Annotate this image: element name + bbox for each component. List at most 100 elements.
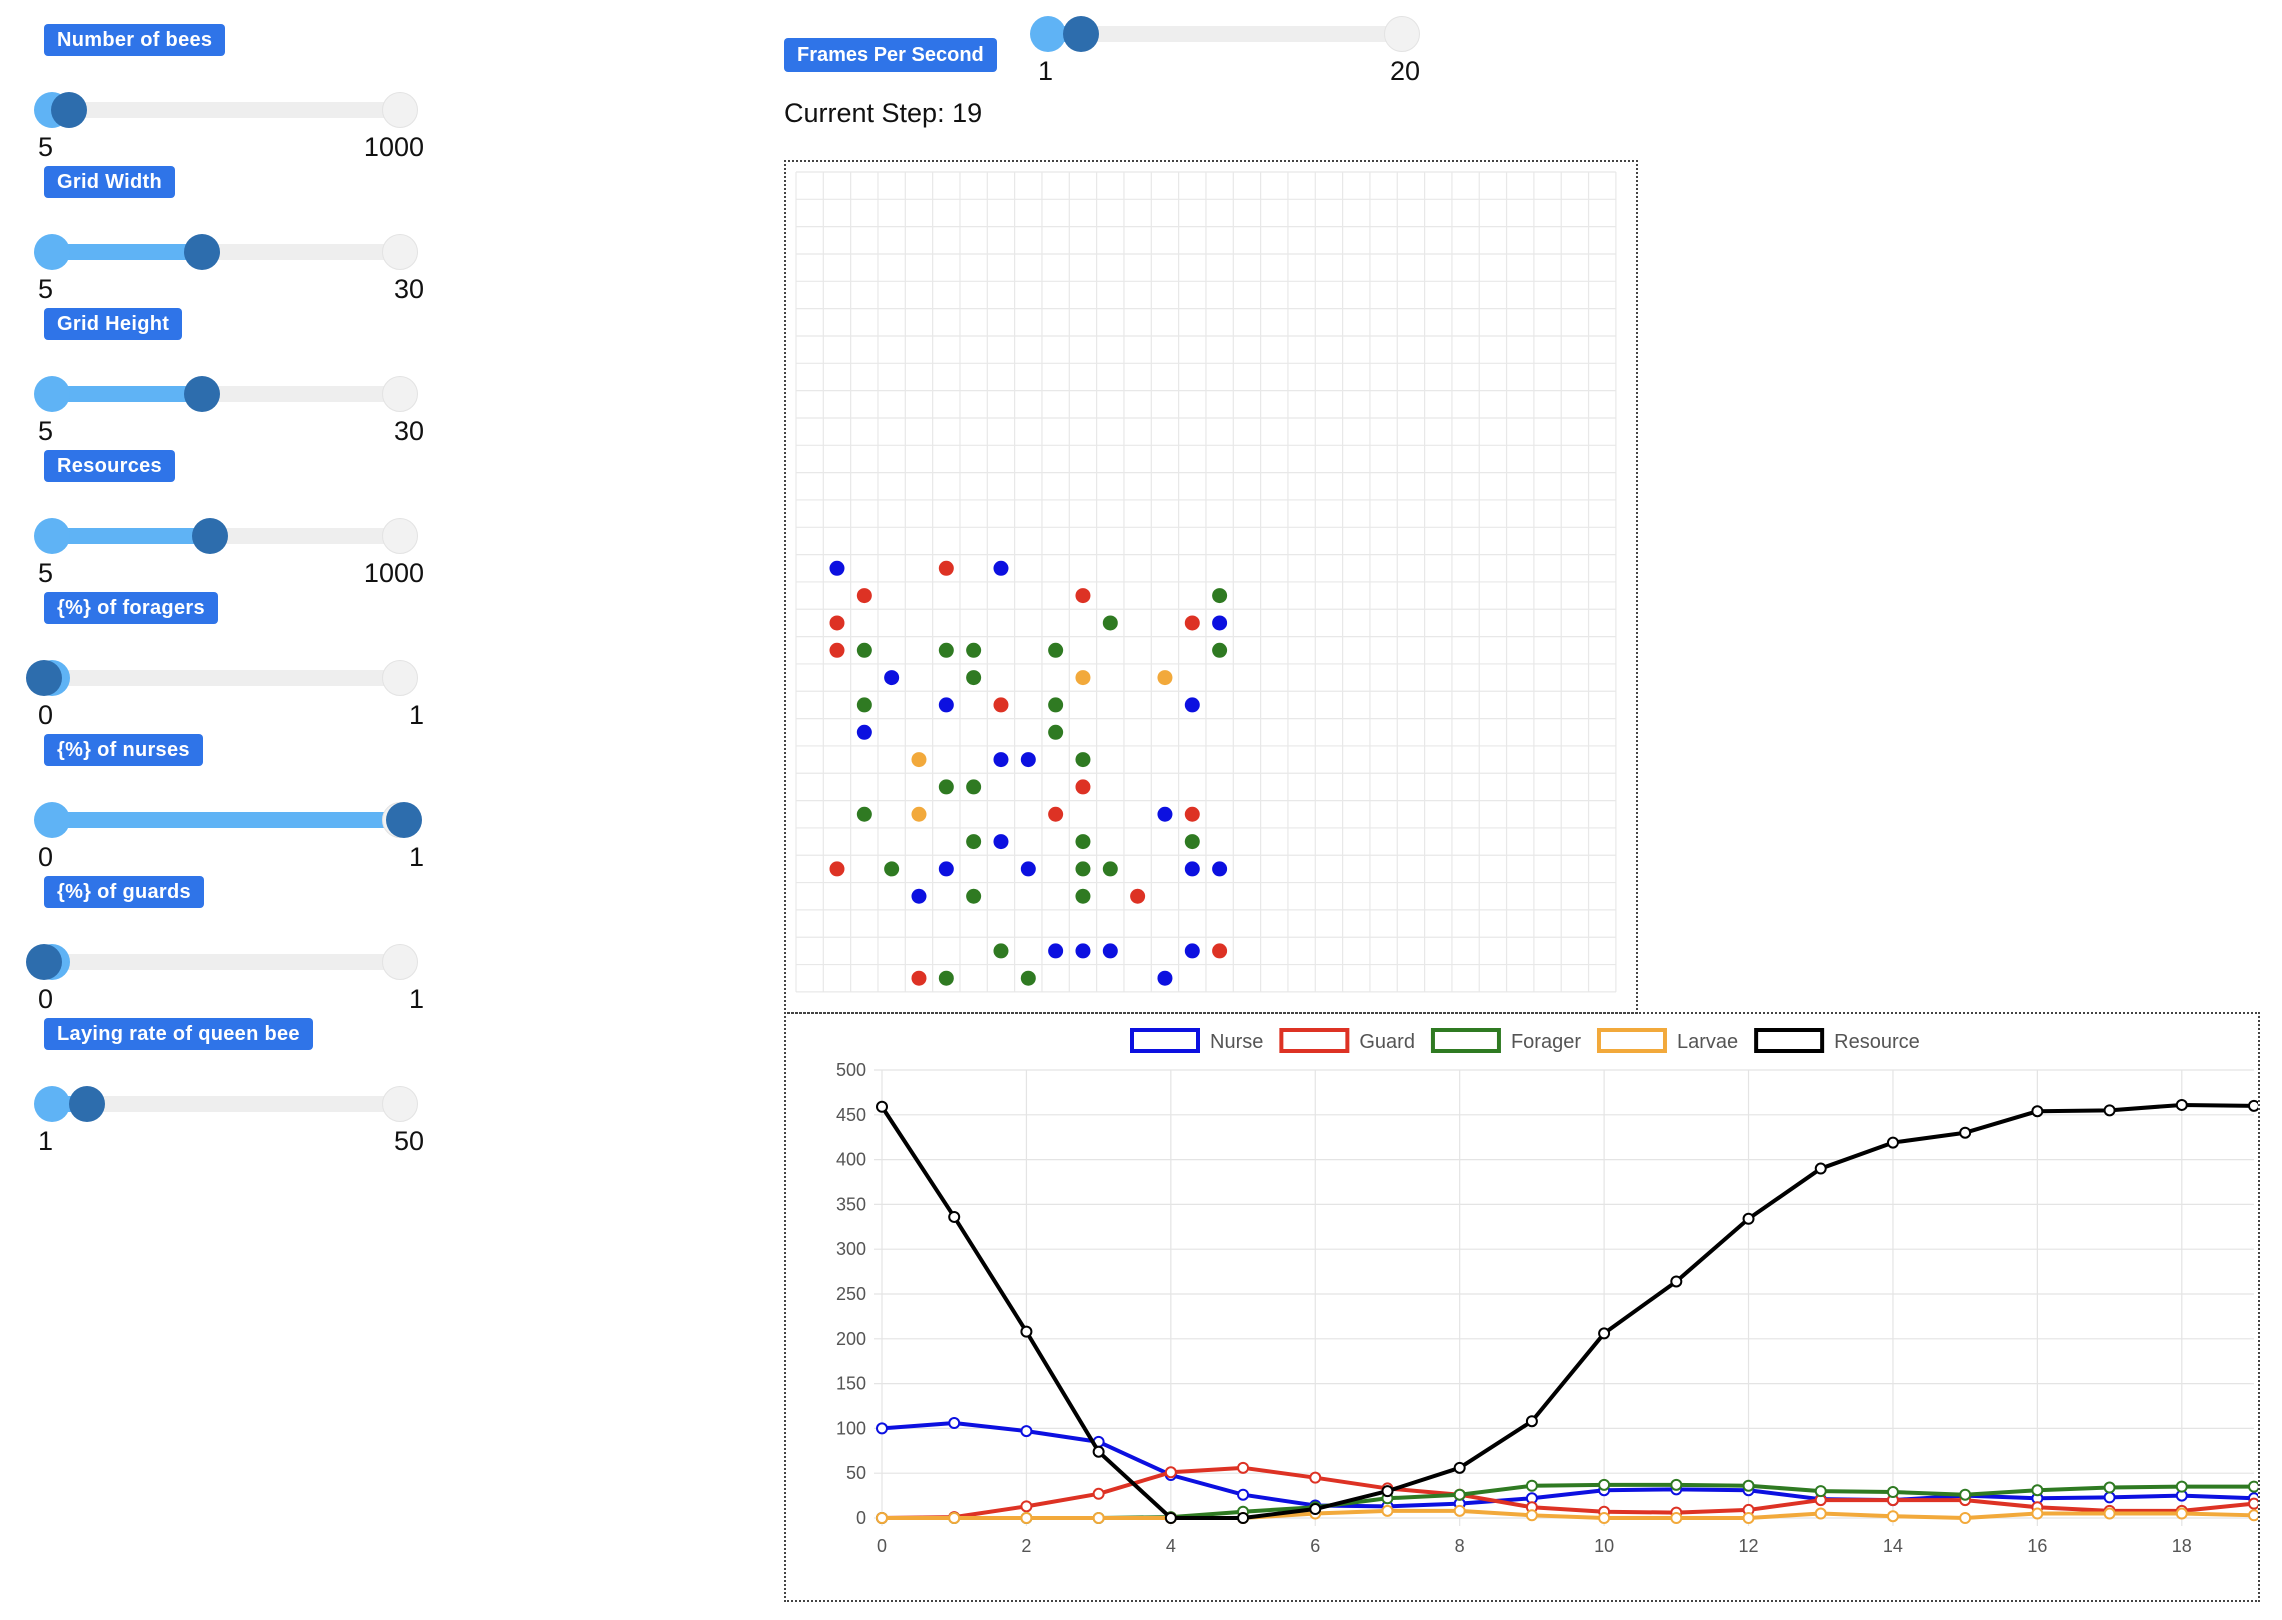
- x-tick-label: 16: [2027, 1536, 2047, 1556]
- bee-guard: [829, 615, 845, 631]
- bee-nurse: [1157, 806, 1173, 822]
- x-tick-label: 6: [1310, 1536, 1320, 1556]
- bee-forager: [966, 888, 982, 904]
- bee-forager: [1048, 697, 1064, 713]
- bee-guard: [993, 697, 1009, 713]
- param-height-slider-fill: [44, 386, 203, 402]
- param-width-slider[interactable]: [34, 234, 418, 270]
- data-point-resource: [2103, 1104, 2116, 1117]
- param-bees-max: 1000: [363, 132, 424, 162]
- data-point-forager: [1814, 1485, 1827, 1498]
- param-forag-min: 0: [38, 700, 54, 730]
- bee-larvae: [911, 752, 927, 768]
- param-nurse-slider-handle[interactable]: [386, 802, 422, 838]
- param-nurse-max: 1: [408, 842, 424, 872]
- data-point-larvae: [2103, 1507, 2116, 1520]
- param-width-max: 30: [393, 274, 424, 304]
- bee-nurse: [829, 560, 845, 576]
- data-point-nurse: [948, 1417, 961, 1430]
- fps-max-label: 20: [1390, 56, 1421, 86]
- param-laying-slider-max-marker: [382, 1086, 418, 1122]
- y-tick-label: 100: [836, 1418, 866, 1438]
- bee-nurse: [1184, 861, 1200, 877]
- bee-forager: [1184, 834, 1200, 850]
- param-laying-slider[interactable]: [34, 1086, 418, 1122]
- param-res-slider[interactable]: [34, 518, 418, 554]
- param-width-label: Grid Width: [44, 166, 176, 198]
- param-height-slider-handle[interactable]: [184, 376, 221, 412]
- bee-guard: [829, 642, 845, 658]
- data-point-guard: [1092, 1487, 1105, 1500]
- param-guard-label: {%} of guards: [44, 876, 204, 908]
- bee-forager: [1102, 861, 1118, 877]
- param-guard-slider-handle[interactable]: [26, 944, 62, 980]
- param-bees-slider[interactable]: [34, 92, 418, 128]
- param-nurse-slider[interactable]: [34, 802, 422, 838]
- param-guard-slider-max-marker: [382, 944, 418, 980]
- legend-label-larvae: Larvae: [1677, 1031, 1738, 1053]
- bee-nurse: [1184, 697, 1200, 713]
- data-point-larvae: [1525, 1509, 1538, 1522]
- bee-nurse: [1212, 615, 1228, 631]
- data-point-resource: [948, 1210, 961, 1223]
- bee-forager: [938, 642, 954, 658]
- bee-forager: [966, 779, 982, 795]
- series-line-larvae: [882, 1508, 2255, 1520]
- legend-label-nurse: Nurse: [1210, 1031, 1263, 1053]
- data-point-resource: [1670, 1275, 1683, 1288]
- legend-label-resource: Resource: [1834, 1031, 1920, 1053]
- param-guard-slider[interactable]: [26, 944, 418, 980]
- bee-nurse: [1075, 943, 1091, 959]
- fps-slider[interactable]: [1030, 16, 1420, 52]
- bee-forager: [1075, 861, 1091, 877]
- data-point-nurse: [1020, 1425, 1033, 1438]
- bee-nurse: [1157, 970, 1173, 986]
- param-bees-min: 5: [38, 132, 54, 162]
- bee-guard: [1184, 806, 1200, 822]
- data-point-larvae: [1959, 1512, 1972, 1524]
- y-tick-label: 350: [836, 1194, 866, 1214]
- bee-nurse: [884, 670, 900, 686]
- hive-grid-canvas[interactable]: [784, 160, 1638, 1014]
- data-point-larvae: [948, 1512, 961, 1524]
- param-bees-label: Number of bees: [44, 24, 226, 56]
- x-tick-label: 14: [1883, 1536, 1903, 1556]
- data-point-resource: [2175, 1098, 2188, 1111]
- legend-swatch-nurse: [1130, 1028, 1200, 1053]
- param-res-min: 5: [38, 558, 54, 588]
- param-height-slider[interactable]: [34, 376, 418, 412]
- param-res-slider-handle[interactable]: [191, 518, 228, 554]
- data-point-forager: [1959, 1488, 1972, 1501]
- data-point-resource: [1814, 1162, 1827, 1175]
- param-width-slider-handle[interactable]: [184, 234, 221, 270]
- bee-guard: [1212, 943, 1228, 959]
- bee-larvae: [911, 806, 927, 822]
- bee-forager: [966, 670, 982, 686]
- param-laying-slider-min-marker: [34, 1086, 70, 1122]
- bee-nurse: [1212, 861, 1228, 877]
- bee-nurse: [1102, 943, 1118, 959]
- y-tick-label: 150: [836, 1374, 866, 1394]
- series-line-resource: [880, 1102, 2255, 1520]
- param-forag-slider[interactable]: [26, 660, 418, 696]
- fps-slider-handle[interactable]: [1062, 16, 1099, 52]
- x-tick-label: 10: [1594, 1536, 1614, 1556]
- param-forag-slider-max-marker: [382, 660, 418, 696]
- param-bees-slider-handle[interactable]: [51, 92, 88, 128]
- bee-forager: [856, 697, 872, 713]
- param-width-min: 5: [38, 274, 54, 304]
- bee-forager: [966, 834, 982, 850]
- bee-nurse: [1048, 943, 1064, 959]
- data-point-resource: [1453, 1461, 1466, 1474]
- bee-forager: [1102, 615, 1118, 631]
- data-point-resource: [1742, 1212, 1755, 1225]
- bee-nurse: [938, 697, 954, 713]
- param-height-slider-min-marker: [34, 376, 70, 412]
- data-point-resource: [1381, 1485, 1394, 1498]
- param-forag-slider-handle[interactable]: [26, 660, 62, 696]
- param-laying-slider-handle[interactable]: [69, 1086, 106, 1122]
- data-point-resource: [1598, 1327, 1611, 1340]
- data-point-larvae: [1814, 1507, 1827, 1520]
- param-res-slider-max-marker: [382, 518, 418, 554]
- data-point-resource: [1525, 1415, 1538, 1428]
